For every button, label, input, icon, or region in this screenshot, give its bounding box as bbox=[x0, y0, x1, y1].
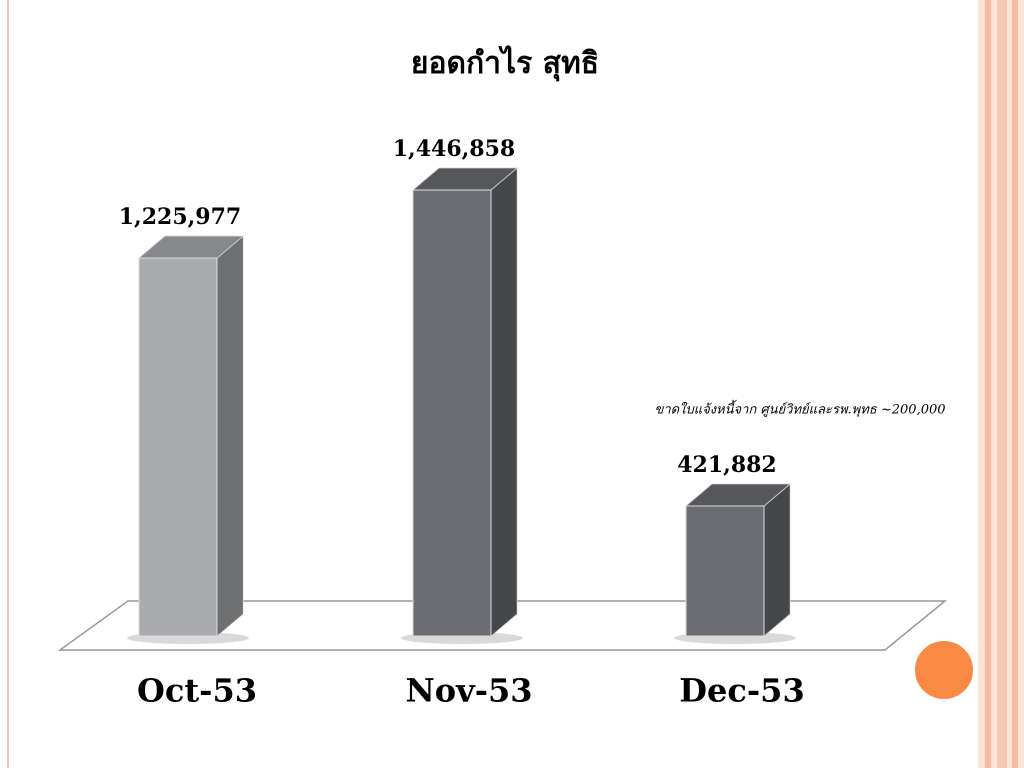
x-tick-label: Nov-53 bbox=[406, 672, 533, 710]
x-tick-label: Oct-53 bbox=[137, 672, 257, 710]
bar-side-shade bbox=[491, 168, 517, 636]
chart-title: ยอดกำไร สุทธิ bbox=[411, 45, 599, 82]
bar-top-shade bbox=[139, 236, 243, 259]
bar bbox=[412, 189, 492, 637]
bar-top-shade bbox=[686, 483, 790, 506]
bar-side-shade bbox=[764, 483, 790, 636]
decor-circle bbox=[913, 639, 975, 701]
right-stripe bbox=[997, 0, 1007, 768]
bar-top-shade bbox=[413, 168, 517, 190]
bar bbox=[138, 257, 218, 637]
x-tick-label: Dec-53 bbox=[679, 672, 804, 710]
bar bbox=[685, 505, 765, 637]
right-stripe bbox=[1012, 0, 1018, 768]
value-label: 1,446,858 bbox=[393, 136, 515, 162]
value-label: 421,882 bbox=[677, 452, 777, 478]
bar-side-shade bbox=[217, 236, 243, 636]
right-stripe bbox=[985, 0, 991, 768]
value-label: 1,225,977 bbox=[119, 204, 241, 230]
annotation: ขาดใบแจ้งหนี้จาก ศูนย์วิทย์และรพ.พุทธ ~2… bbox=[654, 400, 945, 418]
